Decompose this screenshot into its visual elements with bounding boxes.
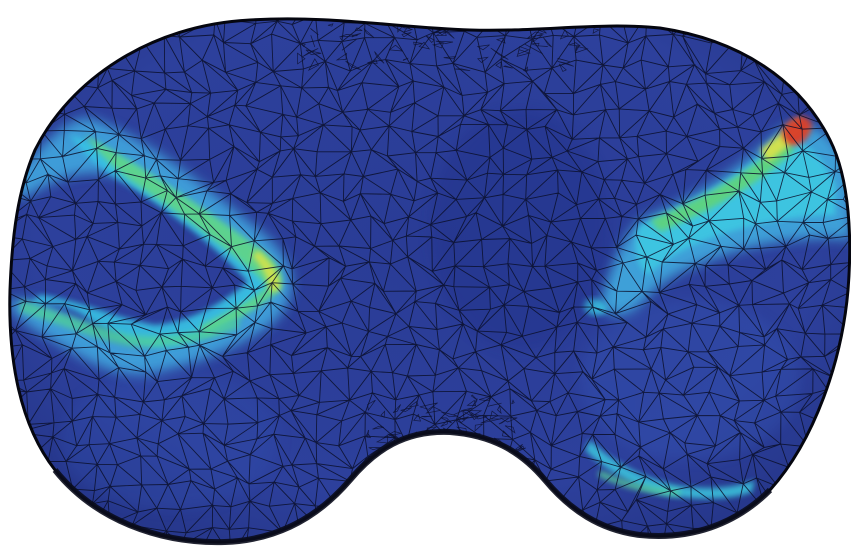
central-dark-zone bbox=[430, 110, 610, 350]
right-lower-band-green bbox=[598, 470, 680, 496]
right-band-hotspot bbox=[782, 116, 812, 146]
right-band-green bbox=[650, 140, 795, 232]
left-band-green bbox=[85, 135, 282, 335]
right-lower-lighter-zone bbox=[580, 300, 800, 460]
left-band-lower-green bbox=[20, 300, 240, 348]
component-bottom-edge bbox=[52, 428, 773, 546]
